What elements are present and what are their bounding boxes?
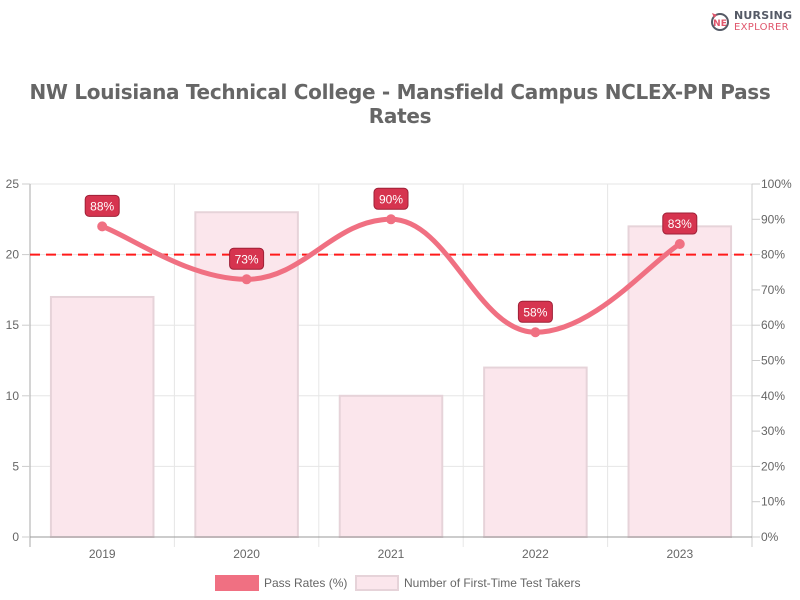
data-label-bg [373,187,409,210]
logo-mark-letters: NE [713,19,727,29]
x-tick-label: 2020 [233,547,260,561]
x-tick-label: 2019 [89,547,116,561]
right-tick-label: 0% [761,530,779,544]
right-tick-label: 70% [761,283,785,297]
legend-swatch-pass-rates [215,575,259,591]
pass-rate-point-2020 [241,274,252,285]
data-label-bg [229,247,265,270]
left-tick-label: 25 [6,177,20,191]
axes [22,184,760,547]
legend-item-test-takers[interactable]: Number of First-Time Test Takers [355,575,580,591]
pass-rate-point-2021 [386,214,396,225]
pass-rate-point-2023 [674,239,685,250]
left-tick-label: 15 [6,318,20,332]
left-tick-label: 5 [12,459,19,473]
pass-rate-line [99,216,683,335]
right-tick-label: 50% [761,354,785,368]
data-label-2021: 90% [379,192,403,206]
x-tick-label: 2022 [522,547,549,561]
pass-rate-point-2019 [97,221,108,232]
x-tick-label: 2023 [666,547,693,561]
bar-series-test-takers [49,211,733,539]
left-tick-label: 10 [6,389,20,403]
right-axis-ticks: 0% 10% 20% 30% 40% 50% 60% 70% 80% 90% 100% [752,177,792,544]
data-label-bg [84,194,120,217]
legend-item-pass-rates[interactable]: Pass Rates (%) [215,575,347,591]
legend-label-pass-rates: Pass Rates (%) [264,576,348,590]
legend: Pass Rates (%) Number of First-Time Test… [0,575,800,593]
data-label-2022: 58% [523,305,547,319]
data-label-2020: 73% [235,252,259,266]
right-tick-label: 20% [761,459,785,473]
right-tick-label: 80% [761,248,785,262]
left-tick-label: 0 [12,530,19,544]
legend-label-test-takers: Number of First-Time Test Takers [404,576,581,590]
left-tick-label: 20 [6,248,20,262]
bar-2023 [627,225,733,539]
bar-2022 [483,366,588,538]
data-label-2023: 83% [668,217,692,231]
data-labels: 88% 73% 90% 58% 83% [84,187,698,323]
x-axis-ticks: 2019 2020 2021 2022 2023 [89,547,694,561]
logo-mark-icon: NE [711,13,729,31]
right-tick-label: 60% [761,318,785,332]
logo-text-explorer: EXPLORER [734,22,789,33]
legend-swatch-test-takers [355,575,399,591]
data-label-2019: 88% [90,199,114,213]
x-tick-label: 2021 [378,547,405,561]
right-tick-label: 30% [761,424,785,438]
pass-rate-point-2022 [530,327,541,338]
bar-2021 [338,394,444,538]
data-label-bg [662,212,698,235]
logo-text-nursing: NURSING [734,9,793,22]
right-tick-label: 100% [761,177,792,191]
data-label-bg [517,300,553,323]
right-tick-label: 10% [761,495,785,509]
bar-2020 [194,211,299,539]
right-tick-label: 90% [761,212,785,226]
line-series-pass-rates [97,214,685,338]
right-tick-label: 40% [761,389,785,403]
nursing-explorer-logo: NE NURSING EXPLORER [708,8,792,34]
left-axis-ticks: 0 5 10 15 20 25 [6,177,30,544]
bar-2019 [49,295,155,538]
chart-title: NW Louisiana Technical College - Mansfie… [29,80,771,128]
